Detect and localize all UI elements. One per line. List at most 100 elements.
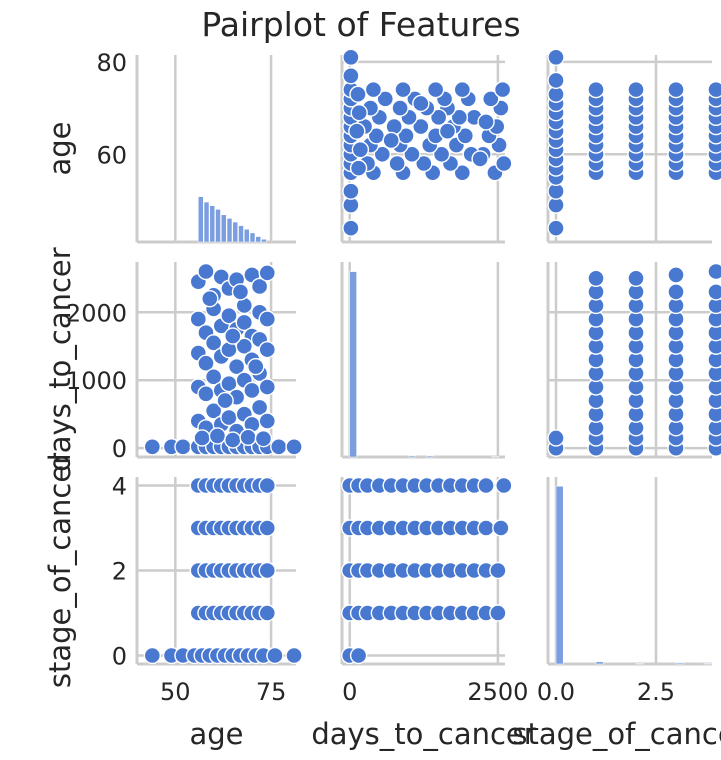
scatter-point — [477, 476, 495, 495]
histogram-bar — [675, 662, 684, 665]
scatter-point — [204, 402, 223, 420]
scatter-point — [587, 269, 605, 288]
scatter-point — [239, 428, 257, 446]
x-axis-label: stage_of_cancer — [512, 717, 721, 751]
panel-age-vs-age: 60 80 — [96, 49, 296, 244]
scatter-point — [258, 519, 276, 537]
scatter-point — [224, 327, 242, 345]
scatter-point — [627, 269, 645, 288]
scatter-point — [456, 127, 474, 145]
scatter-point — [143, 438, 162, 456]
scatter-point — [482, 90, 500, 108]
scatter-point — [349, 85, 367, 103]
x-axis-label: days_to_cancer — [311, 717, 535, 751]
histogram-bar — [491, 455, 500, 458]
scatter-point — [382, 131, 400, 150]
scatter-point — [707, 262, 721, 281]
scatter-point — [266, 646, 284, 665]
scatter-point — [412, 117, 430, 136]
scatter-point — [220, 306, 238, 325]
scatter-point — [235, 337, 253, 355]
y-tick-label: 80 — [96, 49, 127, 77]
scatter-point — [492, 519, 510, 537]
histogram-bar — [595, 661, 604, 665]
histogram-bar — [244, 229, 250, 243]
scatter-point — [667, 283, 685, 301]
scatter-point — [143, 646, 162, 665]
histogram-bar — [232, 221, 238, 243]
y-axis-label: stage_of_cancer — [43, 453, 77, 688]
y-tick-label: 0 — [112, 643, 127, 671]
histogram-bar — [261, 239, 267, 243]
scatter-point — [394, 80, 412, 99]
scatter-point — [174, 438, 192, 456]
y-tick-label: 1000 — [66, 367, 127, 395]
y-tick-label: 4 — [112, 473, 127, 501]
scatter-point — [348, 122, 366, 140]
scatter-point — [258, 604, 276, 622]
histogram-bar — [198, 196, 204, 243]
scatter-point — [285, 646, 303, 665]
panel-days_to_cancer-vs-days_to_cancer — [340, 262, 505, 459]
scatter-point — [351, 140, 370, 159]
scatter-point — [258, 476, 276, 495]
histogram-bar — [226, 218, 233, 243]
scatter-point — [471, 150, 489, 168]
x-tick-label: 2.5 — [637, 678, 675, 706]
scatter-point — [489, 561, 507, 580]
panel-days_to_cancer-vs-age: 0 1000 2000 — [66, 262, 303, 463]
chart-title: Pairplot of Features — [201, 5, 520, 44]
scatter-point — [707, 283, 721, 301]
scatter-point — [450, 108, 469, 127]
scatter-point — [349, 159, 368, 177]
scatter-point — [426, 80, 445, 99]
scatter-point — [247, 357, 265, 376]
histogram-bar — [555, 485, 564, 665]
panel-grid: 60 80 0 1000 2000 0 2 4 50 75 0 2500 0.0 2.5 — [66, 48, 721, 706]
panel-age-vs-stage_of_cancer — [546, 48, 721, 244]
scatter-point — [227, 357, 246, 376]
y-axis-label: days_to_cancer — [43, 247, 77, 471]
histogram-bar — [255, 236, 261, 243]
scatter-point — [349, 646, 368, 665]
scatter-point — [667, 266, 685, 284]
scatter-point — [258, 310, 276, 328]
x-tick-label: 75 — [256, 678, 287, 706]
scatter-point — [391, 99, 409, 117]
scatter-point — [250, 398, 269, 417]
scatter-point — [376, 90, 394, 108]
histogram-bar — [215, 209, 221, 243]
scatter-point — [258, 378, 276, 396]
x-tick-label: 0.0 — [537, 678, 575, 706]
scatter-point — [231, 283, 250, 301]
panel-stage_of_cancer-vs-days_to_cancer: 0 2500 — [340, 476, 528, 706]
scatter-point — [216, 391, 234, 410]
scatter-point — [193, 429, 211, 447]
scatter-point — [453, 80, 472, 99]
scatter-point — [258, 264, 276, 282]
scatter-point — [250, 277, 269, 296]
panel-age-vs-days_to_cancer — [340, 48, 513, 244]
scatter-point — [495, 476, 513, 495]
scatter-point — [204, 368, 223, 386]
y-axis-label: age — [43, 121, 77, 175]
histogram-bar — [703, 663, 712, 665]
x-axis-label: age — [189, 717, 243, 751]
x-tick-label: 0 — [342, 678, 357, 706]
scatter-point — [342, 48, 360, 67]
scatter-point — [197, 385, 215, 403]
scatter-point — [285, 438, 303, 456]
scatter-point — [204, 334, 223, 352]
scatter-point — [197, 262, 215, 281]
scatter-point — [477, 113, 495, 131]
scatter-point — [627, 80, 645, 99]
scatter-point — [342, 67, 360, 85]
panel-stage_of_cancer-vs-stage_of_cancer: 0.0 2.5 — [537, 477, 712, 706]
scatter-point — [388, 154, 406, 173]
y-tick-label: 60 — [96, 141, 127, 169]
scatter-point — [189, 310, 208, 328]
scatter-point — [243, 381, 261, 400]
scatter-point — [373, 145, 392, 163]
